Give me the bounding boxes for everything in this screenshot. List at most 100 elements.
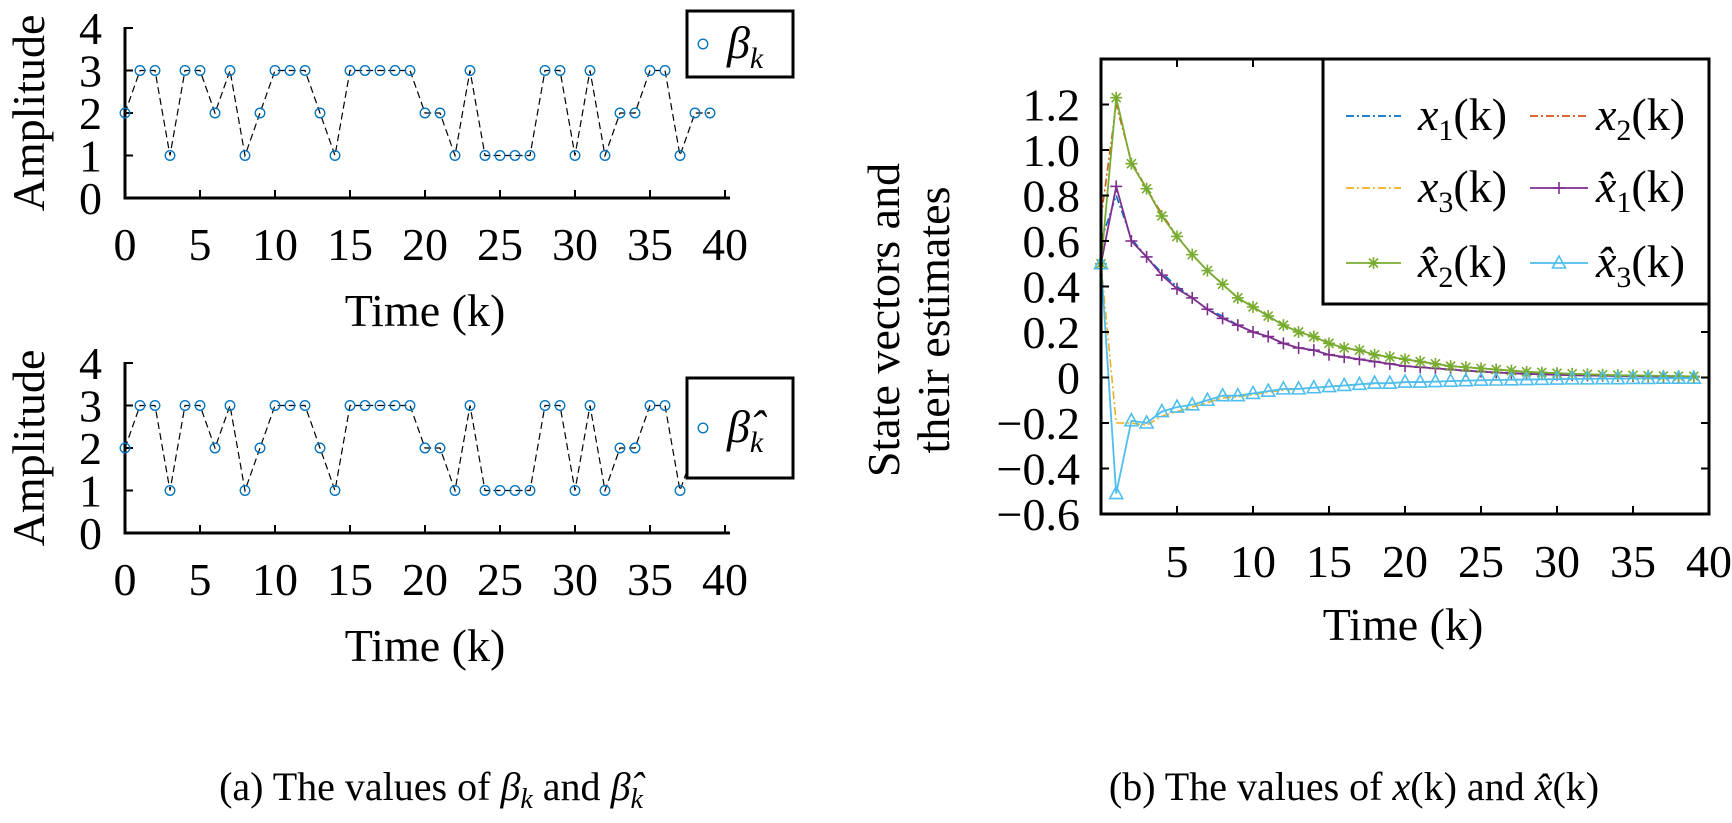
y-tick-label: 1.0 bbox=[1023, 125, 1081, 176]
data-point bbox=[239, 150, 251, 161]
data-point bbox=[1125, 157, 1138, 170]
data-point bbox=[1366, 374, 1383, 389]
y-tick-label: 1 bbox=[79, 131, 102, 182]
x-tick-label: 25 bbox=[477, 219, 523, 270]
caption-a-sub2: k bbox=[630, 784, 643, 815]
data-point bbox=[1427, 372, 1444, 388]
y-tick-label: 4 bbox=[79, 338, 102, 389]
data-point bbox=[1670, 369, 1687, 384]
data-point bbox=[404, 65, 416, 76]
data-point bbox=[1231, 291, 1244, 304]
legend-item: x3(k) bbox=[1346, 161, 1507, 219]
data-point bbox=[509, 150, 521, 161]
data-point bbox=[119, 107, 131, 119]
data-point bbox=[1110, 91, 1123, 104]
data-point bbox=[1199, 391, 1216, 407]
data-point bbox=[449, 150, 461, 161]
data-point bbox=[1155, 209, 1168, 222]
data-point bbox=[329, 485, 341, 496]
data-point bbox=[1687, 370, 1700, 383]
data-point bbox=[344, 400, 356, 411]
y-axis-label: State vectors and bbox=[858, 163, 909, 477]
data-point bbox=[119, 442, 131, 454]
x-tick-label: 15 bbox=[1306, 536, 1352, 587]
legend-subscript: k bbox=[750, 42, 764, 75]
data-point bbox=[1457, 372, 1474, 387]
data-point bbox=[1323, 337, 1335, 350]
data-point bbox=[1140, 182, 1153, 195]
x-tick-label: 15 bbox=[327, 554, 373, 605]
legend-subscript: 1 bbox=[1438, 114, 1453, 147]
legend-subscript: 3 bbox=[1438, 186, 1453, 219]
caption-b-sym1: x bbox=[1392, 764, 1411, 809]
x-axis-label: Time (k) bbox=[1323, 599, 1484, 650]
x-axis-label: Time (k) bbox=[345, 285, 506, 336]
legend-arg: (k) bbox=[1631, 161, 1685, 212]
data-point bbox=[1397, 373, 1413, 388]
data-point bbox=[149, 65, 161, 76]
y-tick-label: 0.8 bbox=[1023, 171, 1081, 222]
legend: β̂k bbox=[685, 376, 795, 480]
y-tick-label: 0.6 bbox=[1023, 216, 1081, 267]
data-point bbox=[1245, 384, 1261, 400]
data-point bbox=[704, 107, 716, 119]
data-point bbox=[1123, 412, 1140, 427]
data-point bbox=[194, 65, 206, 76]
data-point bbox=[359, 65, 371, 76]
data-point bbox=[689, 107, 701, 119]
data-point bbox=[1292, 341, 1305, 354]
legend-label: βk bbox=[726, 17, 764, 75]
x-tick-label: 20 bbox=[402, 219, 448, 270]
data-point bbox=[1518, 370, 1535, 386]
caption-a-prefix: (a) The values of bbox=[219, 764, 500, 809]
data-point bbox=[1138, 414, 1155, 429]
legend-label: x3(k) bbox=[1417, 161, 1507, 219]
data-point bbox=[524, 150, 536, 161]
caption-a-sub1: k bbox=[520, 784, 533, 815]
legend-marker bbox=[697, 422, 709, 434]
data-point bbox=[329, 150, 341, 161]
data-point bbox=[584, 65, 596, 76]
data-point bbox=[1169, 398, 1185, 413]
x-tick-label: 30 bbox=[552, 219, 598, 270]
data-point bbox=[1533, 370, 1550, 386]
data-point bbox=[1171, 282, 1183, 295]
data-point bbox=[1216, 312, 1229, 325]
data-point bbox=[359, 400, 371, 411]
legend-subscript: 1 bbox=[1616, 186, 1631, 219]
data-point bbox=[374, 400, 386, 411]
legend-symbol: β bbox=[726, 17, 750, 68]
data-point bbox=[659, 400, 671, 411]
data-point bbox=[554, 65, 566, 76]
caption-a: (a) The values of βk and β̂k bbox=[219, 764, 645, 815]
data-point bbox=[239, 485, 251, 496]
y-tick-label: 4 bbox=[79, 3, 102, 54]
data-point bbox=[224, 65, 236, 76]
legend-item: x1(k) bbox=[1346, 89, 1507, 147]
data-point bbox=[1564, 370, 1581, 385]
series-line bbox=[124, 68, 710, 158]
data-point bbox=[1383, 351, 1396, 364]
data-point bbox=[299, 65, 311, 76]
data-point bbox=[1444, 360, 1457, 373]
legend-symbol: x̂ bbox=[1595, 161, 1617, 212]
x-tick-label: 15 bbox=[327, 219, 373, 270]
data-point bbox=[1140, 250, 1153, 263]
caption-b-prefix: (b) The values of bbox=[1109, 764, 1393, 809]
data-point bbox=[629, 442, 641, 454]
series-line bbox=[1100, 97, 1694, 378]
caption-b: (b) The values of x(k) and x̂(k) bbox=[1109, 764, 1599, 809]
data-point bbox=[1488, 371, 1505, 386]
data-point bbox=[1260, 382, 1277, 397]
data-point bbox=[404, 400, 416, 411]
y-tick-label: 0 bbox=[79, 508, 102, 559]
data-point bbox=[389, 65, 401, 76]
data-point bbox=[1399, 353, 1411, 366]
data-point bbox=[269, 65, 281, 76]
legend-label: x1(k) bbox=[1417, 89, 1507, 147]
data-point bbox=[1277, 337, 1290, 350]
data-point bbox=[1505, 364, 1518, 377]
data-point bbox=[344, 65, 356, 76]
data-point bbox=[1275, 380, 1292, 395]
